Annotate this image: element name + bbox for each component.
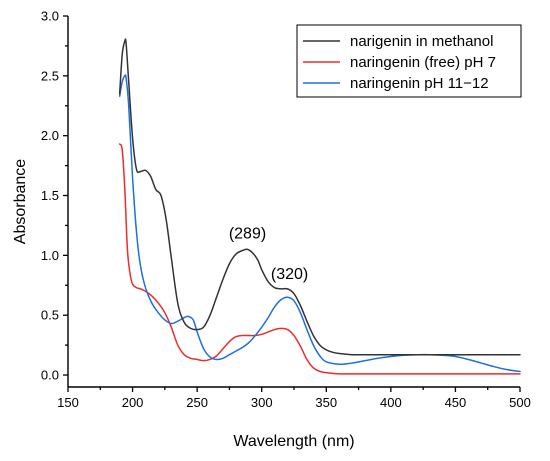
series-line-1 [118, 38, 521, 356]
y-tick-label: 3.0 [41, 9, 59, 24]
x-tick-label: 500 [509, 395, 531, 410]
y-tick-label: 0.5 [41, 308, 59, 323]
y-tick-label: 1.0 [41, 248, 59, 263]
legend-label: naringenin (free) pH 7 [350, 54, 496, 71]
x-tick-label: 300 [251, 395, 273, 410]
x-tick-label: 150 [57, 395, 79, 410]
y-axis-title: Absorbance [12, 159, 29, 244]
y-tick-label: 1.5 [41, 188, 59, 203]
x-tick-label: 250 [186, 395, 208, 410]
peak-annotation: (320) [271, 266, 308, 283]
x-tick-label: 200 [122, 395, 144, 410]
series-line-3 [118, 74, 521, 373]
x-axis-title: Wavelength (nm) [233, 433, 354, 450]
legend-label: narigenin in methanol [350, 33, 493, 50]
x-tick-label: 450 [445, 395, 467, 410]
peak-annotation: (289) [229, 226, 266, 243]
ticks-layer: 150 200 250 300 350 400 450 500 0.0 0.5 1.0 1.5 2.0 2… [41, 9, 531, 411]
annotations-layer: (289) (320) [229, 226, 308, 283]
series-line-2 [118, 143, 521, 375]
legend-label: naringenin pH 11−12 [350, 75, 489, 92]
y-tick-label: 2.0 [41, 128, 59, 143]
x-tick-label: 350 [315, 395, 337, 410]
series-layer [118, 38, 521, 375]
legend-box [296, 24, 522, 98]
x-tick-label: 400 [380, 395, 402, 410]
y-tick-label: 2.5 [41, 68, 59, 83]
y-tick-label: 0.0 [41, 368, 59, 383]
legend: narigenin in methanol naringenin (free) p… [296, 24, 522, 98]
